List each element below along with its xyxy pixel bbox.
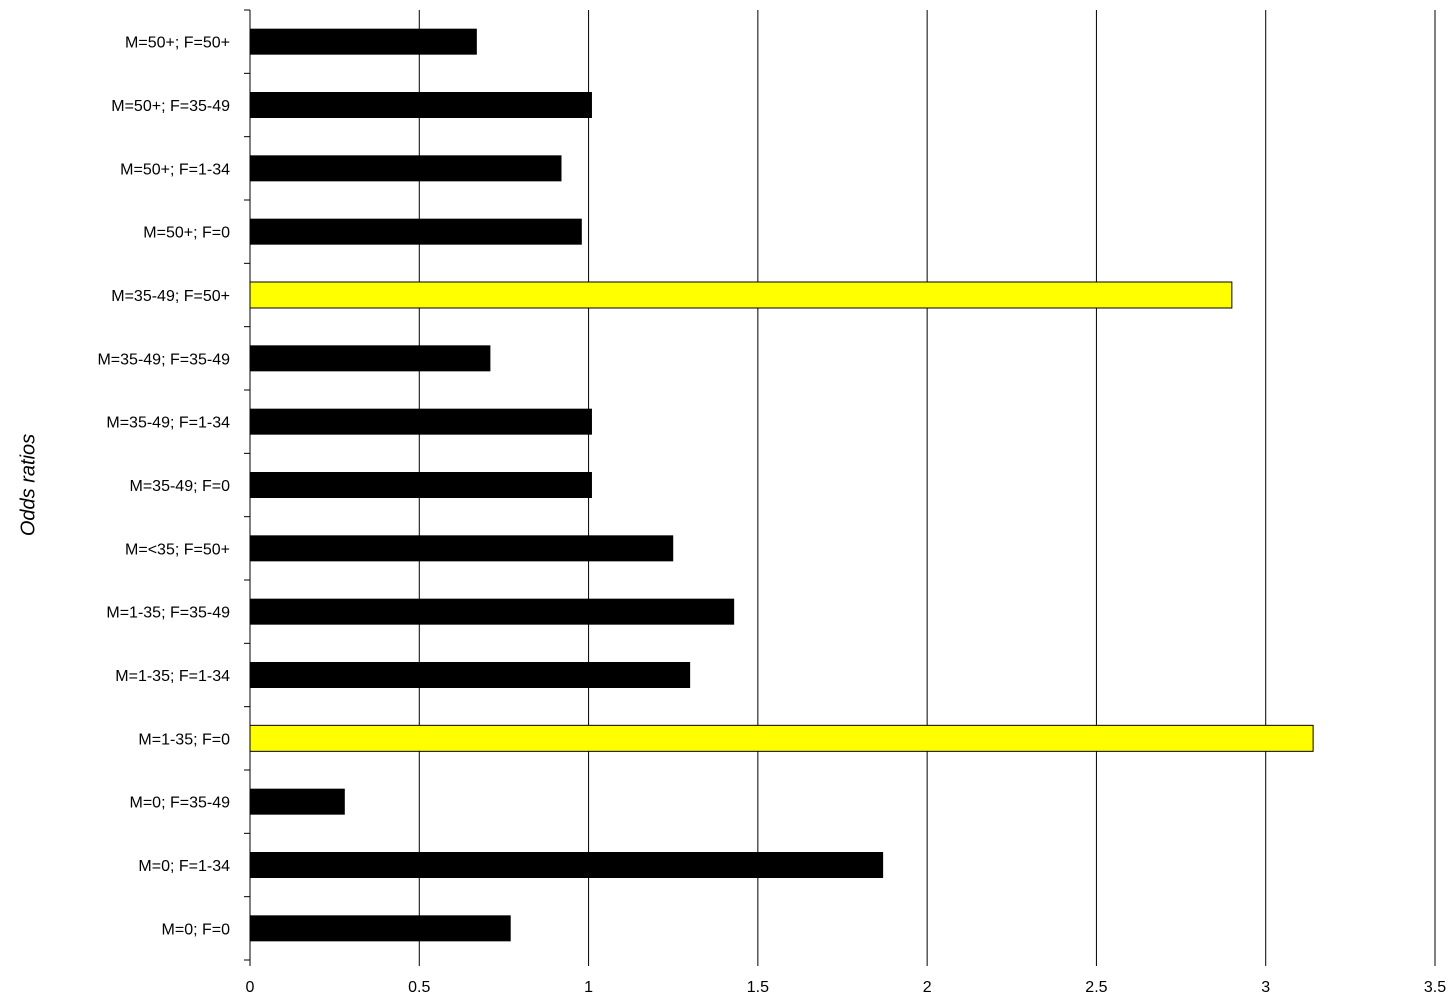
x-tick-label: 2.5 [1085,979,1107,996]
x-tick-label: 1 [584,979,593,996]
category-label: M=50+; F=50+ [125,35,230,52]
x-tick-label: 2 [923,979,932,996]
x-tick-label: 0.5 [408,979,430,996]
category-label: M=35-49; F=1-34 [106,415,230,432]
category-label: M=1-35; F=35-49 [106,605,230,622]
category-label: M=35-49; F=35-49 [97,351,230,368]
category-label: M=50+; F=0 [143,225,230,242]
category-label: M=50+; F=35-49 [111,98,230,115]
bar [250,915,511,942]
category-label: M=50+; F=1-34 [120,161,230,178]
category-label: M=35-49; F=0 [130,478,231,495]
x-tick-label: 3.5 [1424,979,1446,996]
x-tick-label: 3 [1261,979,1270,996]
bar [250,28,477,55]
bar [250,598,735,625]
category-label: M=0; F=35-49 [130,795,231,812]
x-tick-label: 1.5 [747,979,769,996]
bar [250,472,592,498]
bar [250,408,592,435]
bar [250,92,592,118]
bar [250,788,345,815]
bar [250,662,691,688]
y-axis-title: Odds ratios [17,433,40,537]
bar [249,724,1314,752]
category-label: M=<35; F=50+ [125,541,230,558]
category-label: M=1-35; F=1-34 [115,668,230,685]
category-label: M=1-35; F=0 [138,731,230,748]
bar [250,218,582,245]
x-tick-label: 0 [246,979,255,996]
bar [250,345,491,372]
bar [250,155,562,182]
bar [250,852,884,878]
category-label: M=0; F=0 [162,921,231,938]
bar [249,281,1233,309]
bar [250,535,674,562]
category-label: M=35-49; F=50+ [111,288,230,305]
category-label: M=0; F=1-34 [138,858,230,875]
